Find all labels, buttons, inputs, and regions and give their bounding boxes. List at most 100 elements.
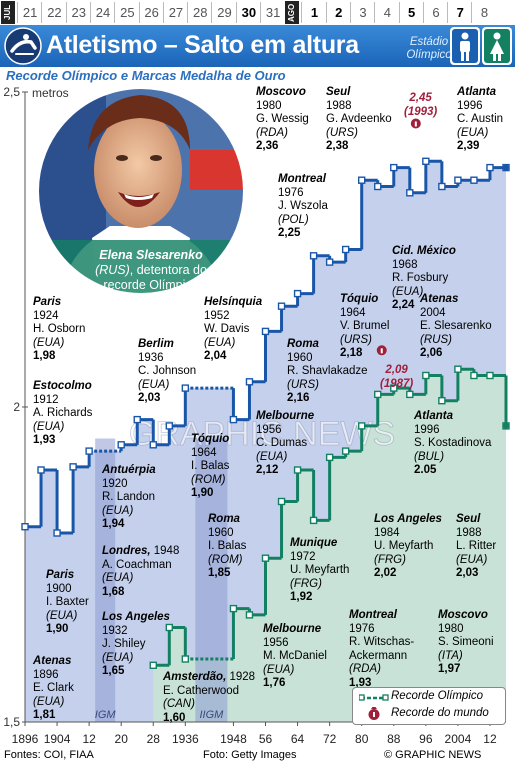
page-title: Atletismo – Salto em altura: [46, 31, 359, 59]
men-point: [438, 182, 446, 191]
annotation-year: 1912: [33, 393, 59, 406]
annotation-city: Atlanta: [457, 86, 496, 98]
men-point: [21, 523, 29, 531]
annotation-value: 2,06: [420, 347, 443, 360]
annotation-athlete: R. Fosbury: [392, 272, 449, 285]
annotation-country: (EUA): [33, 336, 65, 349]
date-cell: 2: [325, 2, 351, 23]
annotation-athlete: S. Simeoni: [438, 636, 494, 649]
male-icon: [450, 27, 480, 65]
date-cell: 6: [422, 2, 448, 23]
annotation-value: 1,90: [191, 487, 214, 500]
medal-annotation: Atlanta 1996 C. Austin (EUA) 2,39: [457, 86, 503, 154]
annotation-country: (EUA): [457, 126, 489, 139]
annotation-year: 1900: [46, 582, 72, 595]
annotation-year: 1976: [349, 622, 375, 635]
women-point: [229, 604, 238, 613]
no-games-band: [95, 438, 116, 722]
men-point: [470, 176, 478, 184]
men-point: [117, 441, 125, 449]
annotation-year: 1996: [457, 99, 483, 112]
medal-annotation: Seul 1988 L. Ritter (EUA) 2,03: [456, 513, 496, 581]
annotation-athlete: V. Brumel: [340, 320, 390, 333]
date-cell: 8: [471, 2, 496, 23]
athlete-photo: [37, 87, 245, 295]
annotation-year: 1956: [256, 423, 282, 436]
annotation-city: Tóquio: [340, 293, 379, 305]
world-record-annotation: 2,45 (1993): [404, 92, 437, 119]
annotation-athlete: C. Johnson: [138, 365, 197, 378]
women-point: [486, 371, 494, 380]
annotation-country: (EUA): [204, 336, 236, 349]
medal-annotation: Montreal 1976 R. Witschas- Ackermann (RDA) 1,…: [349, 609, 414, 691]
annotation-value: 1,92: [290, 591, 313, 604]
annotation-year: 1988: [326, 99, 352, 112]
annotation-country: (FRG): [374, 553, 406, 566]
date-cell: 30: [235, 2, 261, 23]
y-tick-label: 2,5: [3, 85, 20, 99]
annotation-year: 1960: [208, 526, 234, 539]
men-point: [165, 422, 174, 430]
annotation-value: 2,24: [392, 299, 415, 312]
annotation-athlete: J. Shiley: [102, 638, 146, 651]
photo-athlete-country: (RUS): [95, 263, 130, 277]
annotation-value: 1,97: [438, 663, 461, 676]
annotation-value: 2,04: [204, 350, 227, 363]
date-cell: 26: [138, 2, 164, 23]
world-record-annotation: 2,09 (1987): [380, 364, 413, 391]
women-point: [390, 384, 398, 392]
date-cell: 27: [162, 2, 188, 23]
men-point: [245, 378, 254, 386]
men-point: [309, 252, 318, 260]
medal-annotation: Berlim 1936 C. Johnson (EUA) 2,03: [138, 338, 196, 406]
x-tick-label: 88: [387, 732, 401, 746]
annotation-city: Moscovo: [438, 609, 488, 621]
medal-annotation: Los Angeles 1932 J. Shiley (EUA) 1,65: [102, 611, 170, 679]
women-point: [406, 390, 414, 399]
annotation-athlete: Ackermann: [349, 649, 408, 662]
women-point: [277, 497, 286, 506]
x-tick-label: 56: [259, 732, 273, 746]
annotation-value: 2,39: [457, 140, 480, 153]
date-cell: 5: [398, 2, 424, 23]
no-games-label: IIGM: [199, 709, 224, 721]
annotation-year: 1964: [340, 306, 366, 319]
annotation-country: (EUA): [256, 450, 288, 463]
x-tick-label: 28: [147, 732, 161, 746]
date-cell: 31: [260, 2, 285, 23]
medal-annotation: Atlanta 1996 S. Kostadinova (BUL) 2.05: [414, 410, 491, 478]
annotation-year: 1968: [392, 258, 418, 271]
medal-annotation: Atenas 1896 E. Clark (EUA) 1,81: [33, 655, 74, 723]
annotation-city: Amsterdão,: [163, 671, 227, 683]
annotation-country: (EUA): [46, 609, 78, 622]
medal-annotation: Londres, 1948 A. Coachman (EUA) 1,68: [102, 545, 179, 599]
annotation-year: 1896: [33, 668, 59, 681]
world-record-year: (1987): [380, 377, 414, 390]
date-cell: 24: [89, 2, 115, 23]
annotation-year: 1924: [33, 309, 59, 322]
world-record-value: 2,09: [385, 364, 408, 376]
date-cell: 4: [374, 2, 399, 23]
annotation-value: 1,60: [163, 711, 186, 724]
women-point: [293, 466, 302, 474]
x-tick-label: 64: [291, 732, 305, 746]
copyright: © GRAPHIC NEWS: [384, 749, 482, 761]
annotation-athlete: I. Balas: [208, 540, 247, 553]
annotation-athlete: W. Davis: [204, 323, 250, 336]
annotation-athlete: G. Wessig: [256, 113, 309, 126]
venue-label: Estádio Olímpico: [406, 36, 452, 61]
annotation-value: 1,90: [46, 623, 69, 636]
annotation-value: 1,98: [33, 350, 56, 363]
annotation-value: 2,18: [340, 347, 363, 360]
legend: Recorde Olímpico Recorde do mundo: [352, 687, 506, 725]
men-point: [133, 415, 141, 424]
annotation-athlete: C. Austin: [457, 113, 504, 126]
women-point: [165, 623, 174, 632]
annotation-year: 1960: [287, 351, 313, 364]
date-cell: 28: [187, 2, 212, 23]
annotation-athlete: E. Slesarenko: [420, 320, 492, 333]
annotation-athlete: L. Ritter: [456, 540, 497, 553]
annotation-country: (ROM): [191, 473, 226, 486]
women-point: [470, 371, 478, 380]
